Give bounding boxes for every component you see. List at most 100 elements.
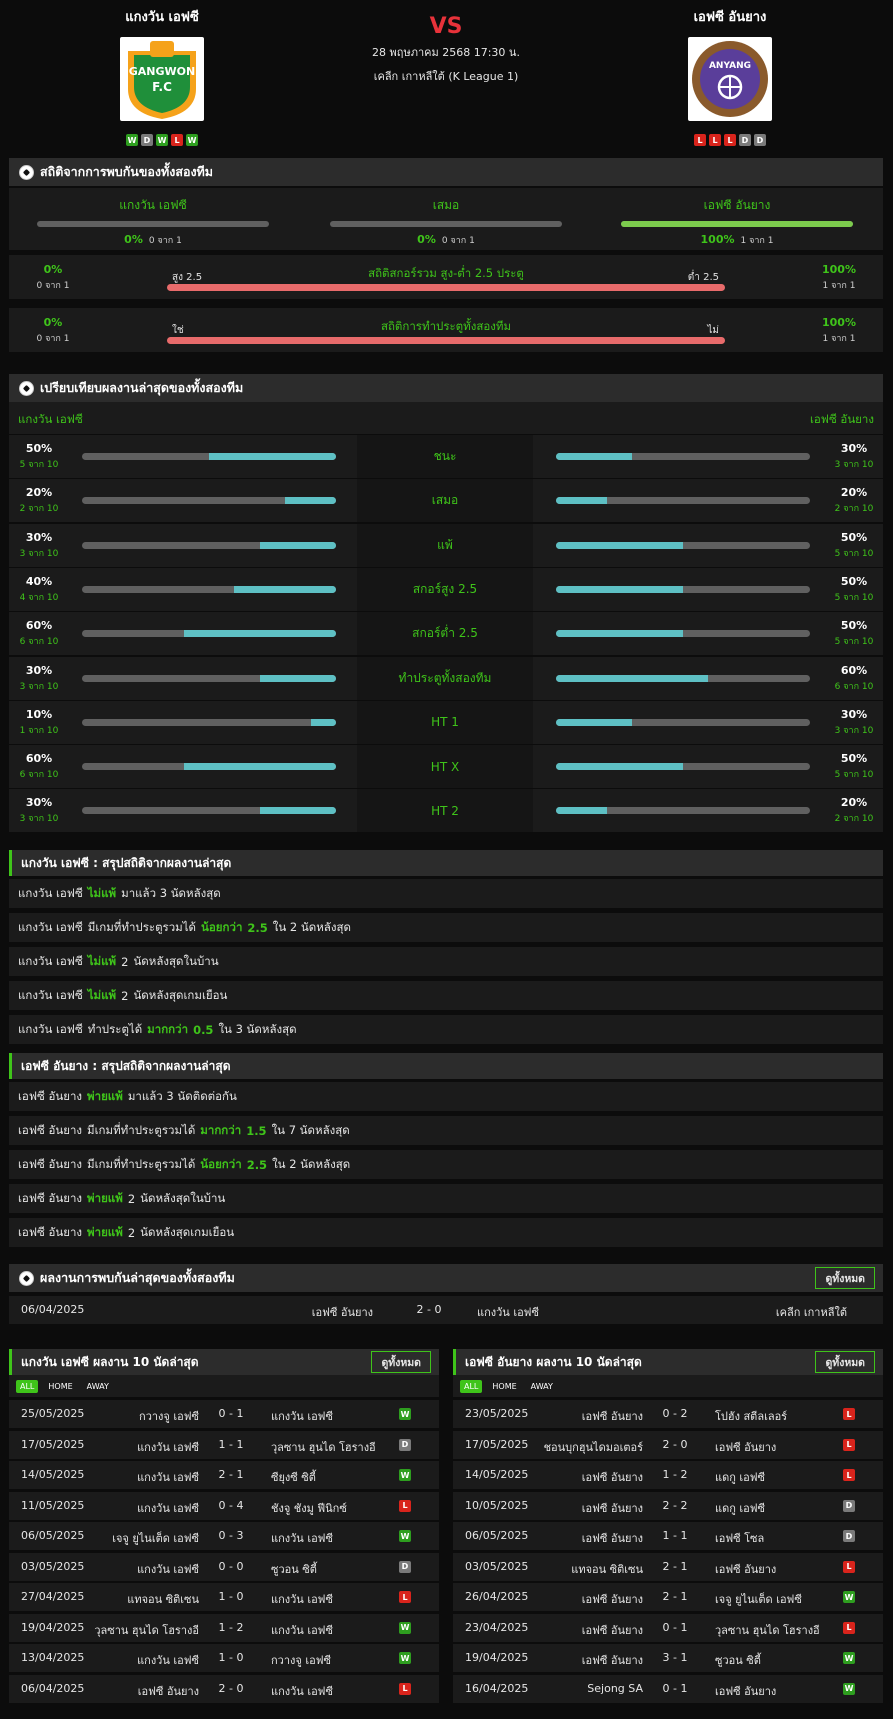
match-score: 3 - 1 (662, 1651, 688, 1664)
match-away-team[interactable]: ซูวอน ซิตี้ (271, 1562, 317, 1576)
match-home-team[interactable]: เอฟซี อันยาง (581, 1623, 643, 1637)
away-team-name[interactable]: เอฟซี อันยาง (693, 10, 767, 25)
match-home-team[interactable]: เจจู ยูไนเต็ด เอฟซี (112, 1532, 199, 1545)
btts-no-pct: 100% (822, 316, 856, 329)
match-score: 1 - 0 (218, 1590, 244, 1603)
match-row[interactable]: 03/05/2025 แกงวัน เอฟซี 0 - 0 ซูวอน ซิตี้ D (9, 1552, 439, 1581)
match-away-team[interactable]: ซูวอน ซิตี้ (715, 1654, 761, 1667)
over-under-title: สถิติสกอร์รวม สูง-ต่ำ 2.5 ประตู (368, 266, 524, 280)
match-away-team[interactable]: แกงวัน เอฟซี (271, 1684, 333, 1698)
match-row[interactable]: 27/04/2025 แทจอน ซิติเซน 1 - 0 แกงวัน เอฟซี… (9, 1583, 439, 1611)
match-away-team[interactable]: เอฟซี อันยาง (715, 1440, 777, 1454)
match-away-team[interactable]: แกงวัน เอฟซี (271, 1532, 333, 1545)
match-row[interactable]: 17/05/2025 แกงวัน เอฟซี 1 - 1 วุลซาน ฮุนได … (9, 1430, 439, 1459)
comparison-away-pct: 50% (840, 752, 868, 766)
last-h2h-view-all-button[interactable]: ดูทั้งหมด (815, 1267, 875, 1289)
match-row[interactable]: 06/05/2025 เอฟซี อันยาง 1 - 1 เอฟซี โซล D (453, 1522, 883, 1550)
form-badge-l: L (171, 134, 183, 146)
match-row[interactable]: 19/04/2025 วุลซาน ฮุนได โฮรางอี 1 - 2 แกงวั… (9, 1613, 439, 1642)
home-team-name[interactable]: แกงวัน เอฟซี (125, 10, 199, 25)
match-home-team[interactable]: แกงวัน เอฟซี (137, 1440, 199, 1454)
match-row[interactable]: 13/04/2025 แกงวัน เอฟซี 1 - 0 กวางจู เอฟซี W (9, 1644, 439, 1672)
match-away-team[interactable]: วุลซาน ฮุนได โฮรางอี (715, 1623, 820, 1637)
filter-all-tab[interactable]: ALL (16, 1379, 39, 1393)
comparison-home-stat: 60% 6 จาก 10 (14, 619, 64, 648)
match-home-team[interactable]: กวางจู เอฟซี (139, 1410, 199, 1423)
match-date: 14/05/2025 (465, 1468, 529, 1481)
match-away-team[interactable]: เจจู ยูไนเต็ด เอฟซี (715, 1593, 802, 1606)
match-away-team[interactable]: เอฟซี อันยาง (715, 1562, 777, 1576)
match-row[interactable]: 23/05/2025 เอฟซี อันยาง 0 - 2 โปฮัง สตีลเลอ… (453, 1400, 883, 1428)
match-home-team[interactable]: เอฟซี อันยาง (137, 1684, 199, 1698)
filter-home-tab[interactable]: HOME (492, 1381, 517, 1391)
match-row[interactable]: 10/05/2025 เอฟซี อันยาง 2 - 2 แดกู เอฟซี D (453, 1491, 883, 1520)
match-away-team[interactable]: แกงวัน เอฟซี (271, 1593, 333, 1606)
match-row[interactable]: 26/04/2025 เอฟซี อันยาง 2 - 1 เจจู ยูไนเต็ด… (453, 1583, 883, 1611)
match-result-badge: W (843, 1652, 855, 1664)
match-home-team[interactable]: Sejong SA (587, 1681, 643, 1695)
match-home-team[interactable]: แกงวัน เอฟซี (137, 1654, 199, 1667)
match-home-team[interactable]: แกงวัน เอฟซี (137, 1501, 199, 1515)
match-result-badge: W (399, 1469, 411, 1481)
match-row[interactable]: 03/05/2025 แทจอน ซิติเซน 2 - 1 เอฟซี อันยาง… (453, 1552, 883, 1581)
match-away-team[interactable]: ชังจู ชังมู ฟีนิกซ์ (271, 1501, 347, 1515)
comparison-home-stat: 30% 3 จาก 10 (14, 531, 64, 560)
last-h2h-home[interactable]: เอฟซี อันยาง (311, 1306, 373, 1319)
match-away-team[interactable]: ซียุงซี ซิตี้ (271, 1471, 316, 1484)
match-away-team[interactable]: แกงวัน เอฟซี (271, 1623, 333, 1637)
filter-away-tab[interactable]: AWAY (530, 1381, 553, 1391)
match-away-team[interactable]: โปฮัง สตีลเลอร์ (715, 1410, 788, 1423)
last-h2h-away[interactable]: แกงวัน เอฟซี (477, 1306, 539, 1319)
match-away-team[interactable]: กวางจู เอฟซี (271, 1654, 331, 1667)
match-away-team[interactable]: วุลซาน ฮุนได โฮรางอี (271, 1440, 376, 1454)
away-recent-view-all-button[interactable]: ดูทั้งหมด (815, 1351, 875, 1373)
match-row[interactable]: 23/04/2025 เอฟซี อันยาง 0 - 1 วุลซาน ฮุนได … (453, 1613, 883, 1642)
match-home-team[interactable]: เอฟซี อันยาง (581, 1501, 643, 1515)
away-summary-title: เอฟซี อันยาง : สรุปสถิติจากผลงานล่าสุด (21, 1058, 231, 1073)
match-home-team[interactable]: แทจอน ซิติเซน (127, 1593, 199, 1606)
match-home-team[interactable]: แกงวัน เอฟซี (137, 1562, 199, 1576)
match-home-team[interactable]: แทจอน ซิติเซน (571, 1562, 643, 1576)
comparison-label: ทำประตูทั้งสองทีม (357, 656, 533, 700)
match-home-team[interactable]: เอฟซี อันยาง (581, 1410, 643, 1423)
home-recent-view-all-button[interactable]: ดูทั้งหมด (371, 1351, 431, 1373)
match-home-team[interactable]: เอฟซี อันยาง (581, 1471, 643, 1484)
svg-text:F.C: F.C (152, 80, 172, 94)
filter-home-tab[interactable]: HOME (48, 1381, 73, 1391)
match-away-team[interactable]: แดกู เอฟซี (715, 1501, 766, 1515)
comparison-away-pct: 30% (840, 442, 868, 455)
summary-text: เอฟซี อันยาง (18, 1190, 83, 1205)
match-away-team[interactable]: แกงวัน เอฟซี (271, 1410, 333, 1423)
filter-away-tab[interactable]: AWAY (86, 1381, 109, 1391)
match-away-team[interactable]: เอฟซี โซล (715, 1532, 765, 1545)
comparison-away-bar (556, 453, 810, 460)
match-home-team[interactable]: วุลซาน ฮุนได โฮรางอี (94, 1623, 199, 1637)
match-row[interactable]: 14/05/2025 แกงวัน เอฟซี 2 - 1 ซียุงซี ซิตี้… (9, 1461, 439, 1489)
league-name[interactable]: เคลีก เกาหลีใต้ (K League 1) (373, 70, 519, 83)
match-home-team[interactable]: เอฟซี อันยาง (581, 1593, 643, 1606)
match-row[interactable]: 19/04/2025 เอฟซี อันยาง 3 - 1 ซูวอน ซิตี้ W (453, 1644, 883, 1672)
match-away-team[interactable]: เอฟซี อันยาง (715, 1684, 777, 1698)
match-result-badge: D (399, 1560, 411, 1573)
match-home-team[interactable]: แกงวัน เอฟซี (137, 1471, 199, 1484)
filter-all-tab[interactable]: ALL (460, 1379, 483, 1393)
match-row[interactable]: 25/05/2025 กวางจู เอฟซี 0 - 1 แกงวัน เอฟซี W (9, 1400, 439, 1428)
vs-label: VS (429, 14, 463, 39)
home-summary-title: แกงวัน เอฟซี : สรุปสถิติจากผลงานล่าสุด (21, 855, 232, 870)
match-row[interactable]: 16/04/2025 Sejong SA 0 - 1 เอฟซี อันยาง W (453, 1674, 883, 1703)
match-home-team[interactable]: เอฟซี อันยาง (581, 1654, 643, 1667)
match-row[interactable]: 06/05/2025 เจจู ยูไนเต็ด เอฟซี 0 - 3 แกงวัน… (9, 1522, 439, 1550)
match-row[interactable]: 14/05/2025 เอฟซี อันยาง 1 - 2 แดกู เอฟซี L (453, 1461, 883, 1489)
over-pct: 0% (43, 263, 63, 276)
match-home-team[interactable]: เอฟซี อันยาง (581, 1532, 643, 1545)
match-away-team[interactable]: แดกู เอฟซี (715, 1471, 766, 1484)
match-row[interactable]: 17/05/2025 ชอนบุกฮุนไดมอเตอร์ 2 - 0 เอฟซี อ… (453, 1430, 883, 1459)
match-row[interactable]: 11/05/2025 แกงวัน เอฟซี 0 - 4 ชังจู ชังมู ฟ… (9, 1491, 439, 1520)
comparison-away-stat: 30% 3 จาก 10 (829, 442, 879, 471)
match-home-team[interactable]: ชอนบุกฮุนไดมอเตอร์ (543, 1440, 643, 1454)
comparison-home-pct: 30% (25, 663, 53, 677)
last-h2h-match-row[interactable]: 06/04/2025 เอฟซี อันยาง 2 - 0 แกงวัน เอฟ… (9, 1296, 883, 1324)
match-row[interactable]: 06/04/2025 เอฟซี อันยาง 2 - 0 แกงวัน เอฟซี L (9, 1674, 439, 1703)
comparison-label: HT 1 (357, 700, 533, 744)
